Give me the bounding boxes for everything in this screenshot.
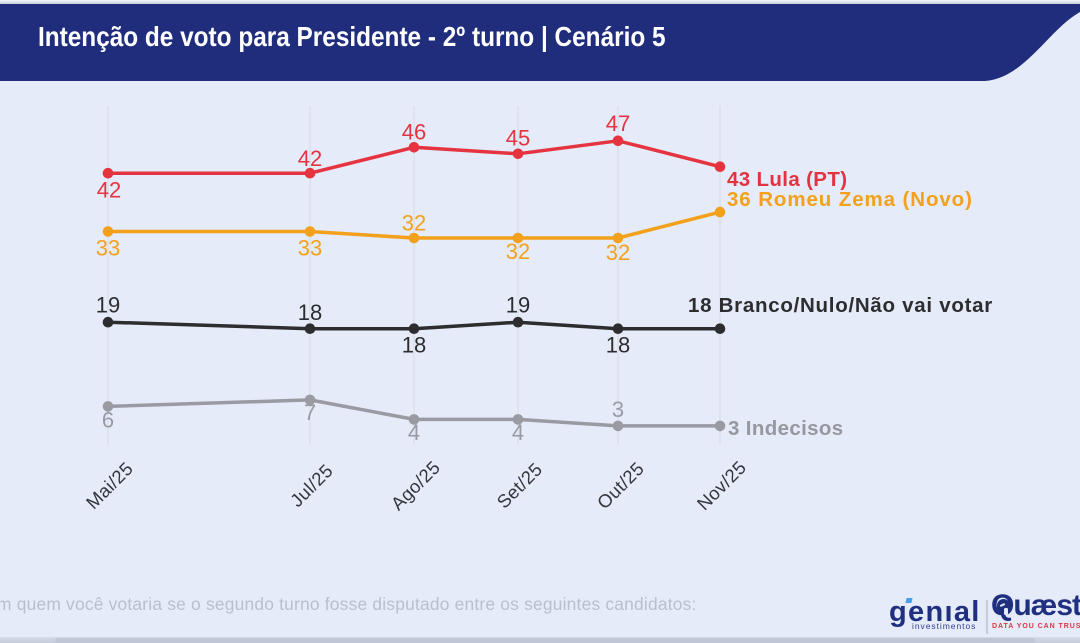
svg-text:Out/25: Out/25 bbox=[593, 458, 648, 513]
svg-text:32: 32 bbox=[606, 240, 630, 265]
svg-text:42: 42 bbox=[97, 178, 121, 203]
svg-text:7: 7 bbox=[304, 400, 316, 425]
svg-text:47: 47 bbox=[606, 111, 630, 136]
svg-text:33: 33 bbox=[298, 236, 322, 261]
svg-text:18: 18 bbox=[606, 333, 630, 358]
svg-text:33: 33 bbox=[96, 236, 120, 261]
svg-text:18: 18 bbox=[402, 333, 426, 358]
svg-text:Ago/25: Ago/25 bbox=[387, 457, 445, 515]
svg-text:6: 6 bbox=[102, 408, 114, 433]
svg-text:46: 46 bbox=[402, 120, 426, 145]
svg-text:18: 18 bbox=[298, 300, 322, 325]
svg-text:42: 42 bbox=[298, 146, 322, 171]
svg-text:19: 19 bbox=[96, 293, 120, 318]
svg-text:19: 19 bbox=[506, 293, 530, 318]
svg-text:32: 32 bbox=[506, 239, 530, 264]
svg-text:45: 45 bbox=[506, 126, 530, 151]
svg-text:Set/25: Set/25 bbox=[492, 458, 546, 512]
svg-text:4: 4 bbox=[512, 420, 524, 445]
svg-text:Jul/25: Jul/25 bbox=[286, 460, 337, 511]
svg-text:32: 32 bbox=[402, 211, 426, 236]
svg-text:3: 3 bbox=[612, 397, 624, 422]
svg-text:Mai/25: Mai/25 bbox=[82, 458, 137, 513]
svg-text:Nov/25: Nov/25 bbox=[693, 457, 751, 515]
svg-text:4: 4 bbox=[408, 420, 420, 445]
